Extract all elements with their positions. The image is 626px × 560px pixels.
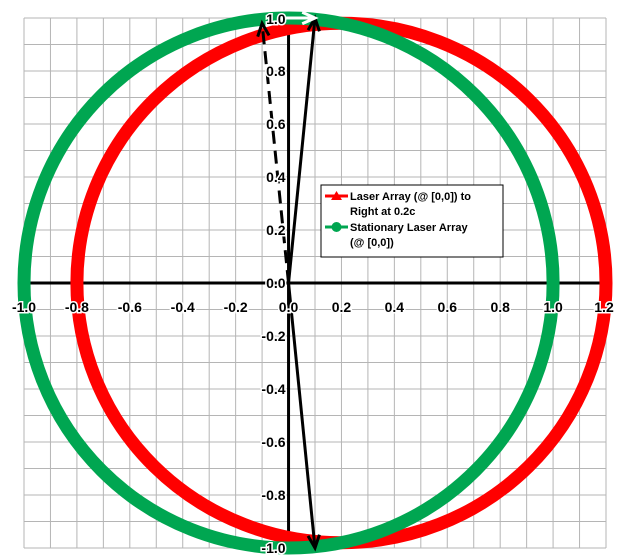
legend: Laser Array (@ [0,0]) to Right at 0.2c S… [320, 184, 504, 258]
x-tick-label: 0.0 [279, 299, 299, 315]
y-tick-label: 0.0 [266, 275, 286, 291]
x-tick-labels: -1.0 -0.8 -0.6 -0.4 -0.2 0.0 0.2 0.4 0.6 0.8 1.0 1.… [10, 298, 615, 317]
y-tick-label: 1.0 [266, 11, 286, 27]
arrow-2-head [306, 534, 321, 552]
x-tick-label: -0.2 [224, 299, 248, 315]
y-tick-label: -0.2 [261, 328, 285, 344]
legend-label-stationary-l1: Stationary Laser Array [350, 222, 468, 234]
y-tick-label: -0.6 [261, 434, 285, 450]
y-tick-label: 0.4 [266, 169, 286, 185]
y-tick-label: -0.4 [261, 381, 285, 397]
x-tick-label: 1.0 [543, 299, 563, 315]
arrow-1-head [256, 19, 271, 38]
arrows [256, 10, 321, 552]
x-tick-label: 0.6 [438, 299, 458, 315]
legend-label-moving-l1: Laser Array (@ [0,0]) to [350, 191, 471, 203]
legend-box [320, 184, 504, 258]
x-tick-label: -0.4 [171, 299, 195, 315]
x-tick-label: -0.8 [65, 299, 89, 315]
y-tick-label: 0.8 [266, 63, 286, 79]
legend-marker-triangle [331, 191, 342, 200]
legend-label-moving-l2: Right at 0.2c [350, 206, 415, 218]
legend-label-stationary-l2: (@ [0,0]) [350, 237, 394, 249]
x-tick-label: 0.2 [332, 299, 352, 315]
x-tick-label: 0.4 [385, 299, 405, 315]
y-tick-label: -0.8 [261, 487, 285, 503]
y-tick-label: 0.2 [266, 222, 286, 238]
x-tick-label: -1.0 [12, 299, 36, 315]
legend-marker-circle [331, 222, 342, 232]
arrow-2 [287, 282, 317, 549]
x-tick-label: 1.2 [594, 299, 614, 315]
x-tick-label: -0.6 [118, 299, 142, 315]
y-tick-labels: -1.0 -0.8 -0.6 -0.4 -0.2 0.0 0.2 0.4 0.6 0.8 1.0 [260, 10, 287, 558]
arrow-0 [287, 17, 317, 284]
y-tick-label: 0.6 [266, 116, 286, 132]
arrow-top-white-head [301, 10, 319, 26]
y-tick-label: -1.0 [261, 540, 285, 556]
x-tick-label: 0.8 [490, 299, 510, 315]
arrow-1 [260, 23, 291, 284]
